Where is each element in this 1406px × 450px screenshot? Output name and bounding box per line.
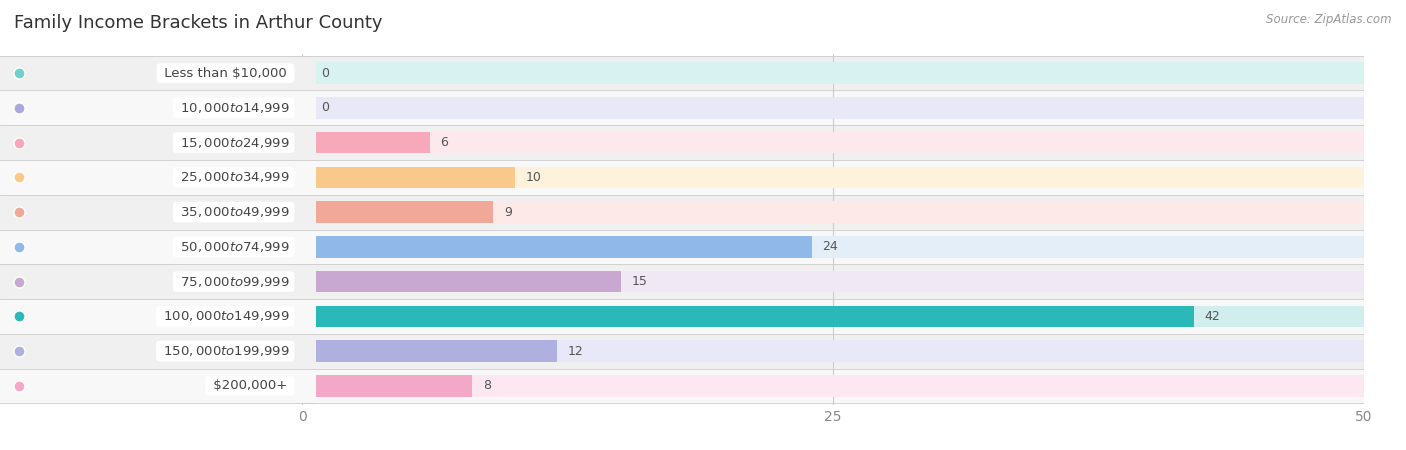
FancyBboxPatch shape — [0, 299, 316, 334]
FancyBboxPatch shape — [0, 195, 316, 230]
Text: Source: ZipAtlas.com: Source: ZipAtlas.com — [1267, 14, 1392, 27]
Bar — [302, 375, 1364, 396]
Bar — [302, 271, 1364, 292]
Text: $200,000+: $200,000+ — [208, 379, 291, 392]
FancyBboxPatch shape — [302, 369, 1364, 403]
Text: $25,000 to $34,999: $25,000 to $34,999 — [176, 171, 291, 184]
FancyBboxPatch shape — [302, 299, 1364, 334]
Text: 8: 8 — [482, 379, 491, 392]
FancyBboxPatch shape — [0, 56, 316, 90]
FancyBboxPatch shape — [0, 125, 316, 160]
Bar — [302, 132, 1364, 153]
Text: 42: 42 — [1205, 310, 1220, 323]
Bar — [302, 271, 621, 292]
Text: 0: 0 — [322, 67, 329, 80]
FancyBboxPatch shape — [0, 334, 316, 369]
Bar — [302, 166, 515, 188]
Text: 12: 12 — [568, 345, 583, 358]
Text: $35,000 to $49,999: $35,000 to $49,999 — [176, 205, 291, 219]
Bar — [302, 236, 1364, 258]
FancyBboxPatch shape — [302, 195, 1364, 230]
Text: 6: 6 — [440, 136, 449, 149]
FancyBboxPatch shape — [0, 369, 316, 403]
Bar — [302, 97, 1364, 119]
FancyBboxPatch shape — [0, 264, 316, 299]
Bar — [302, 201, 494, 223]
Bar — [302, 340, 557, 362]
Text: $10,000 to $14,999: $10,000 to $14,999 — [176, 101, 291, 115]
Text: Less than $10,000: Less than $10,000 — [160, 67, 291, 80]
FancyBboxPatch shape — [302, 160, 1364, 195]
Bar — [302, 166, 1364, 188]
FancyBboxPatch shape — [302, 264, 1364, 299]
FancyBboxPatch shape — [302, 230, 1364, 264]
Bar — [302, 306, 1364, 327]
Text: $150,000 to $199,999: $150,000 to $199,999 — [159, 344, 291, 358]
FancyBboxPatch shape — [302, 56, 1364, 90]
FancyBboxPatch shape — [0, 160, 316, 195]
FancyBboxPatch shape — [0, 90, 316, 125]
Text: 10: 10 — [526, 171, 541, 184]
Text: 0: 0 — [322, 101, 329, 114]
Bar — [302, 201, 1364, 223]
Text: $50,000 to $74,999: $50,000 to $74,999 — [176, 240, 291, 254]
Bar — [302, 375, 472, 396]
Text: $75,000 to $99,999: $75,000 to $99,999 — [176, 274, 291, 288]
Bar — [302, 132, 430, 153]
Bar — [302, 306, 1194, 327]
Bar — [302, 340, 1364, 362]
Text: 24: 24 — [823, 240, 838, 253]
Bar — [302, 63, 311, 84]
FancyBboxPatch shape — [302, 90, 1364, 125]
Text: $100,000 to $149,999: $100,000 to $149,999 — [159, 310, 291, 324]
Text: 15: 15 — [631, 275, 647, 288]
FancyBboxPatch shape — [302, 125, 1364, 160]
Bar — [302, 97, 311, 119]
Bar — [302, 236, 811, 258]
Text: Family Income Brackets in Arthur County: Family Income Brackets in Arthur County — [14, 14, 382, 32]
Text: $15,000 to $24,999: $15,000 to $24,999 — [176, 135, 291, 149]
FancyBboxPatch shape — [0, 230, 316, 264]
Text: 9: 9 — [503, 206, 512, 219]
Bar — [302, 63, 1364, 84]
FancyBboxPatch shape — [302, 334, 1364, 369]
